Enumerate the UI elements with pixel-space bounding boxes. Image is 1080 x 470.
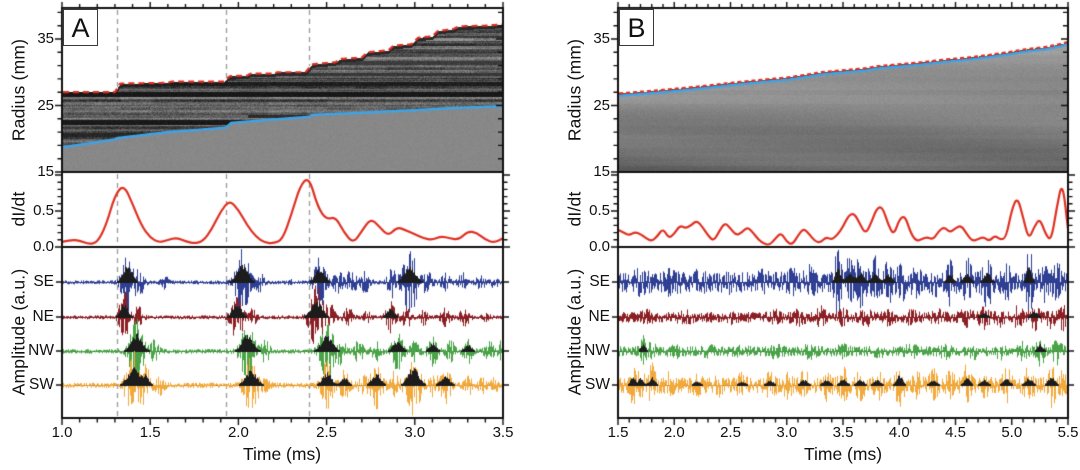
panel-letter-a: A: [63, 9, 98, 46]
didt-axis-label: dI/dt: [8, 191, 29, 227]
time-axis-label-b: Time (ms): [803, 444, 883, 464]
panel-letter-b: B: [619, 9, 654, 46]
amplitude-axis-label-b: Amplitude (a.u.): [564, 268, 585, 396]
radius-axis-label: Radius (mm): [8, 38, 29, 142]
didt-axis-label-b: dI/dt: [564, 191, 585, 227]
amplitude-axis-label: Amplitude (a.u.): [8, 268, 29, 396]
time-axis-label-a: Time (ms): [242, 444, 322, 464]
radius-axis-label-b: Radius (mm): [564, 38, 585, 142]
